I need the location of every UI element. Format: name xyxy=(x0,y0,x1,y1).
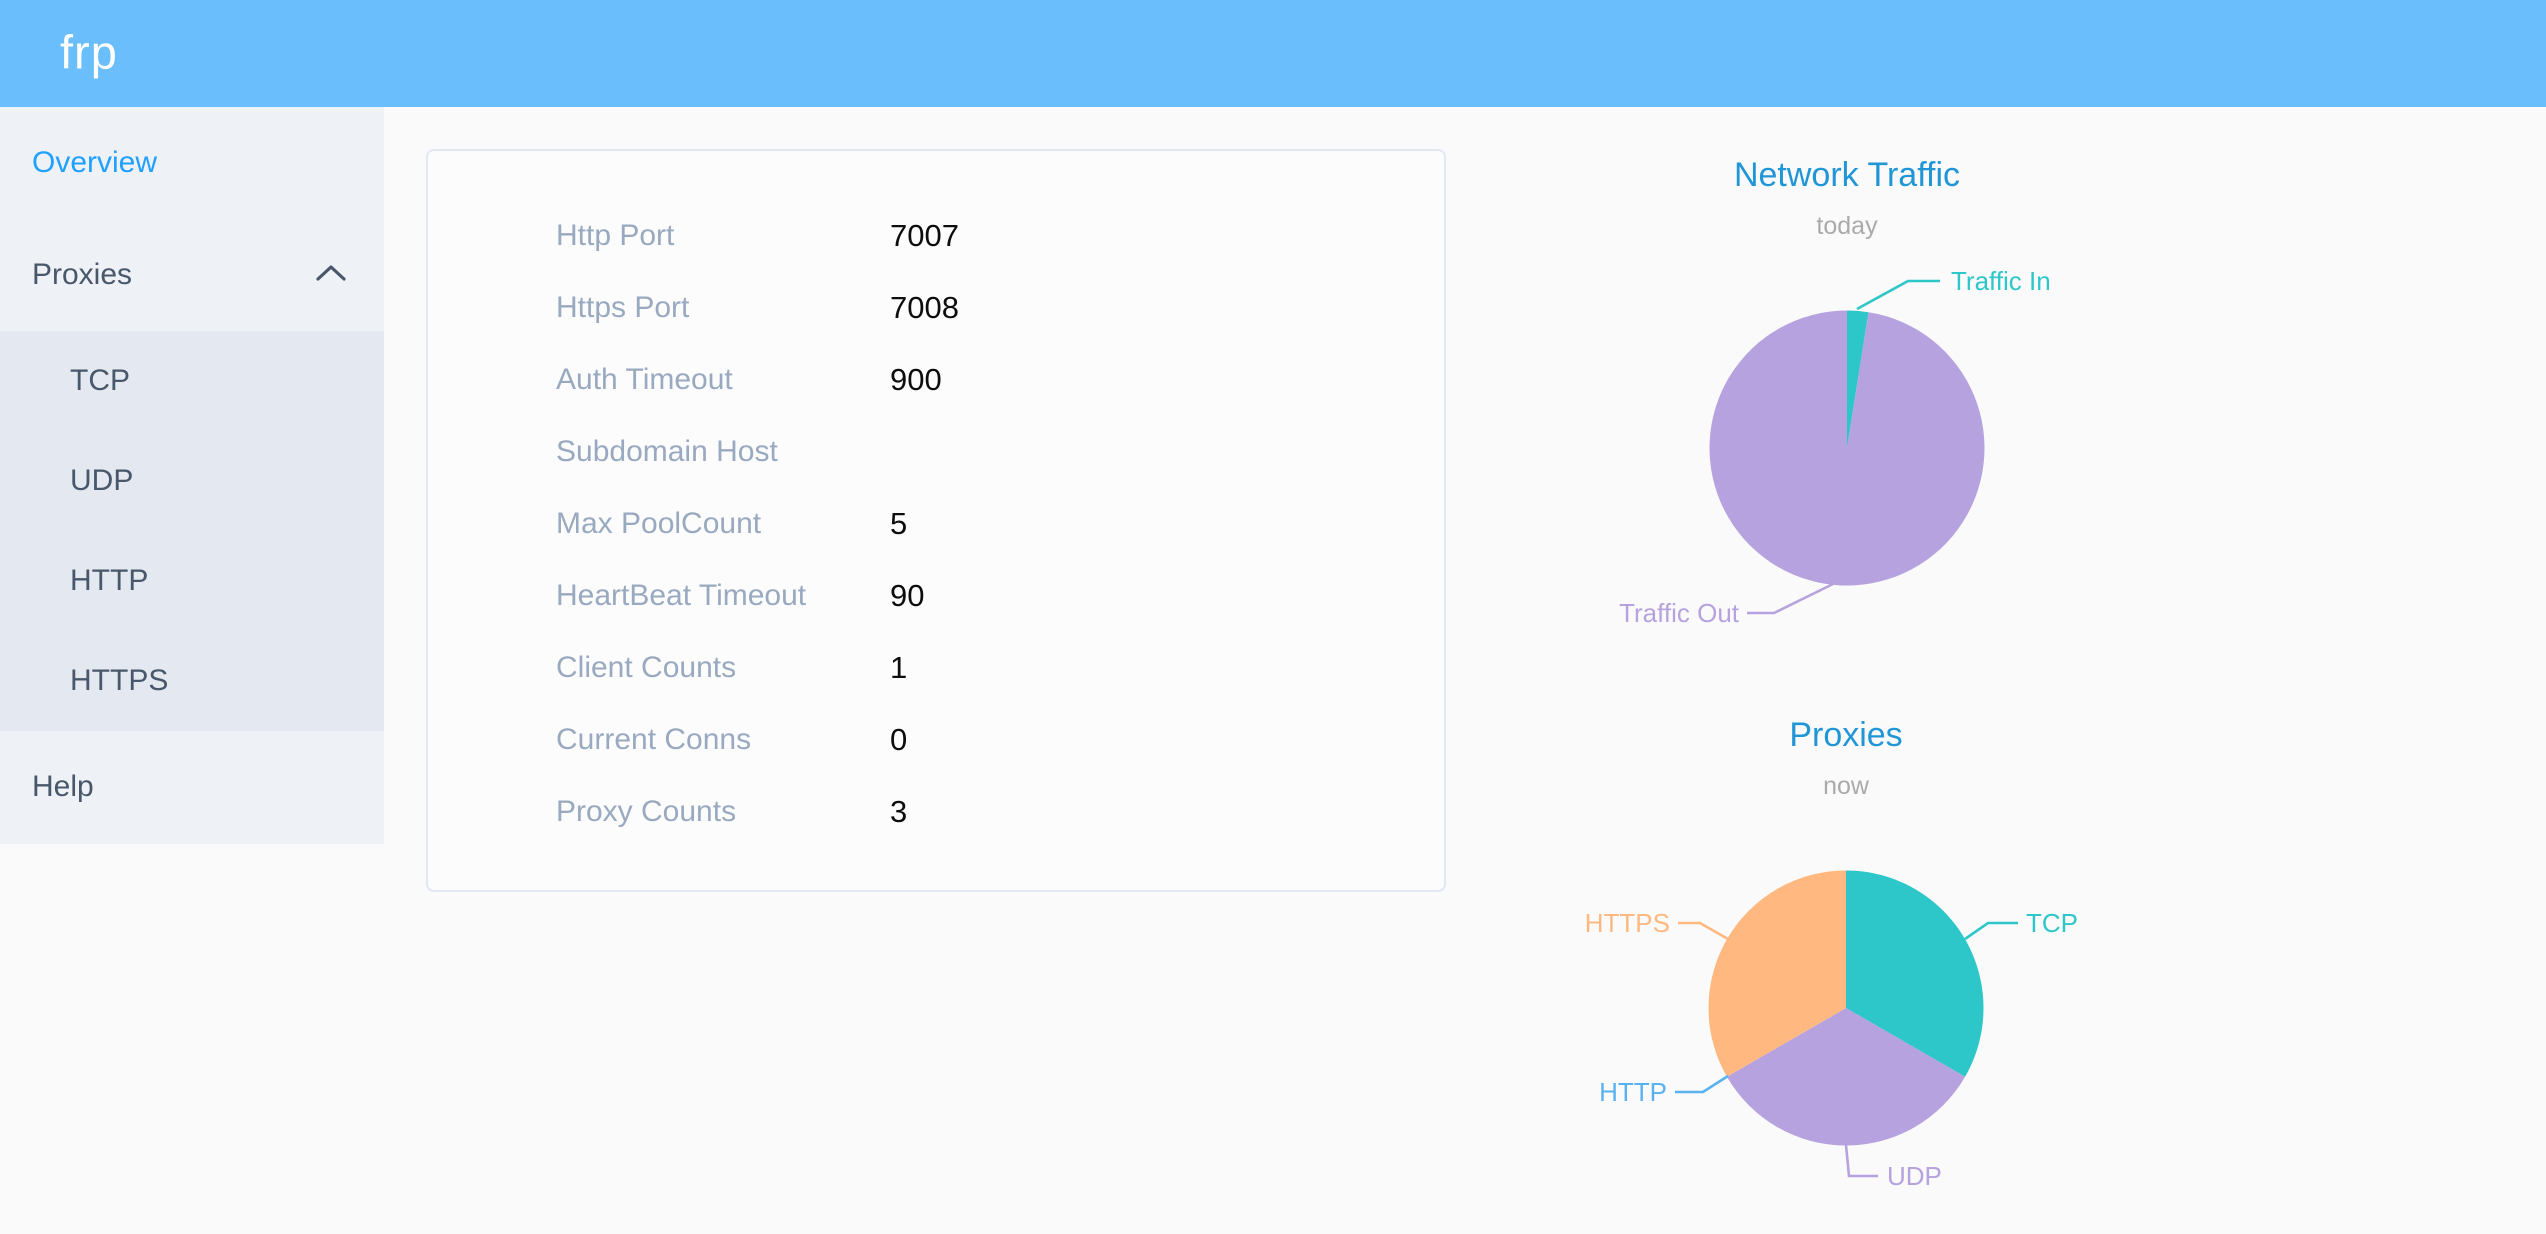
pie-label-line-https xyxy=(1678,921,1729,941)
form-row: Http Port 7007 xyxy=(428,200,1444,272)
form-row-label: HeartBeat Timeout xyxy=(556,579,807,612)
proxies-chart-title: Proxies xyxy=(1789,716,1903,754)
form-row-value: 3 xyxy=(890,794,908,829)
pie-label-http: HTTP xyxy=(1599,1077,1667,1107)
pie-label-line-http xyxy=(1675,1074,1729,1094)
pie-label-udp: UDP xyxy=(1887,1161,1942,1191)
server-config-card: Http Port 7007 Https Port 7008 Auth Timeout 9… xyxy=(426,149,1446,892)
pie-label-line-tcp xyxy=(1964,921,2018,941)
form-row-value: 0 xyxy=(890,722,908,757)
pie-label-line-traffic-out xyxy=(1747,582,1834,615)
app-header: frp xyxy=(0,0,2546,107)
sidebar-item-http-label: HTTP xyxy=(70,564,149,597)
form-row-label: Max PoolCount xyxy=(556,507,762,540)
form-row: Max PoolCount 5 xyxy=(428,488,1444,560)
pie-slice-traffic-in[interactable] xyxy=(1847,310,1869,449)
pie-slice-tcp[interactable] xyxy=(1846,870,1984,1077)
form-row-label: Https Port xyxy=(556,291,690,324)
form-row-value: 1 xyxy=(890,650,908,685)
form-row-label: Auth Timeout xyxy=(556,363,733,396)
sidebar-item-help-label: Help xyxy=(32,770,94,803)
pie-label-https: HTTPS xyxy=(1585,908,1670,938)
proxies-chart-subtitle: now xyxy=(1823,772,1869,800)
sidebar-item-https-label: HTTPS xyxy=(70,664,169,697)
sidebar-item-proxies[interactable]: Proxies xyxy=(0,219,384,331)
form-row-value: 90 xyxy=(890,578,925,613)
pie-label-tcp: TCP xyxy=(2026,908,2078,938)
sidebar-menu: Overview Proxies TCP UDP HTTP HTTPS Help xyxy=(0,107,384,844)
sidebar-item-udp[interactable]: UDP xyxy=(0,431,384,531)
sidebar-item-http[interactable]: HTTP xyxy=(0,531,384,631)
form-row: HeartBeat Timeout 90 xyxy=(428,560,1444,632)
form-row-value: 7008 xyxy=(890,290,959,325)
sidebar-item-proxies-label: Proxies xyxy=(32,258,133,291)
form-row: Current Conns 0 xyxy=(428,704,1444,776)
pie-label-traffic-in: Traffic In xyxy=(1951,266,2051,296)
server-config-form: Http Port 7007 Https Port 7008 Auth Timeout 9… xyxy=(428,200,1444,848)
sidebar-item-tcp[interactable]: TCP xyxy=(0,331,384,431)
form-row-value: 900 xyxy=(890,362,942,397)
form-row-label: Proxy Counts xyxy=(556,795,737,828)
chevron-up-icon xyxy=(314,258,348,292)
form-row: Auth Timeout 900 xyxy=(428,344,1444,416)
form-row-value: 7007 xyxy=(890,218,959,253)
form-row: Https Port 7008 xyxy=(428,272,1444,344)
pie-slice-traffic-out[interactable] xyxy=(1709,310,1985,586)
sidebar-item-udp-label: UDP xyxy=(70,464,134,497)
form-row-label: Client Counts xyxy=(556,651,737,684)
form-row: Subdomain Host xyxy=(428,416,1444,488)
pie-slice-udp[interactable] xyxy=(1726,1008,1966,1146)
form-row-label: Http Port xyxy=(556,219,675,252)
app-logo: frp xyxy=(60,24,118,78)
form-row-value: 5 xyxy=(890,506,908,541)
pie-slice-https[interactable] xyxy=(1708,870,1847,1077)
form-row: Proxy Counts 3 xyxy=(428,776,1444,848)
sidebar-item-tcp-label: TCP xyxy=(70,364,130,397)
network-traffic-chart-subtitle: today xyxy=(1816,212,1878,240)
sidebar-item-overview[interactable]: Overview xyxy=(0,107,384,219)
form-row: Client Counts 1 xyxy=(428,632,1444,704)
sidebar-item-overview-label: Overview xyxy=(32,146,158,179)
sidebar-submenu-proxies: TCP UDP HTTP HTTPS xyxy=(0,331,384,731)
form-row-label: Subdomain Host xyxy=(556,435,778,468)
network-traffic-chart-title: Network Traffic xyxy=(1733,156,1961,194)
form-row-label: Current Conns xyxy=(556,723,752,756)
pie-label-line-traffic-in xyxy=(1856,279,1940,311)
sidebar-item-https[interactable]: HTTPS xyxy=(0,631,384,731)
pie-label-traffic-out: Traffic Out xyxy=(1619,598,1740,628)
sidebar-item-help[interactable]: Help xyxy=(0,731,384,843)
pie-label-line-udp xyxy=(1844,1144,1878,1178)
